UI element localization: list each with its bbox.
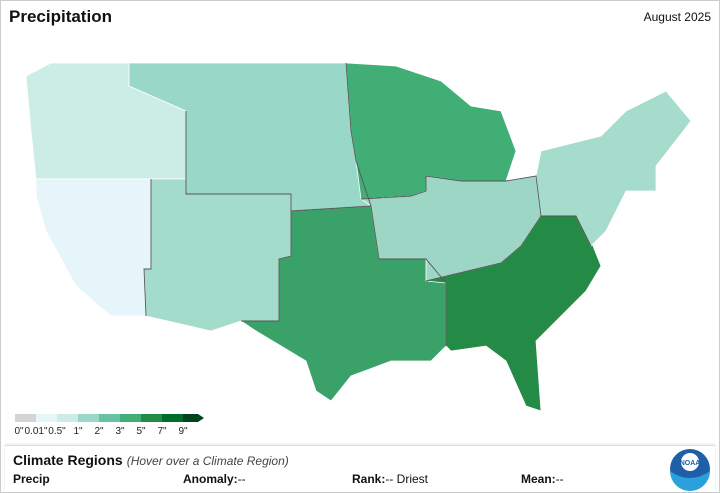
legend-label: 9"	[178, 426, 188, 437]
panel-title-text: Climate Regions	[13, 452, 123, 468]
svg-text:NOAA: NOAA	[680, 460, 701, 467]
legend-label: 3"	[115, 426, 125, 437]
region-border	[143, 179, 152, 317]
legend: 0" 0.01" 0.5" 1" 2" 3" 5" 7" 9"	[14, 414, 204, 437]
legend-swatch	[120, 414, 141, 422]
legend-swatch	[141, 414, 162, 422]
legend-swatch	[99, 414, 120, 422]
legend-label: 0.5"	[48, 426, 66, 437]
rank-label: Rank:	[352, 472, 386, 486]
legend-label: 0.01"	[24, 426, 47, 437]
legend-swatch	[78, 414, 99, 422]
legend-label: 5"	[136, 426, 146, 437]
legend-arrow	[183, 414, 204, 422]
legend-swatch	[36, 414, 57, 422]
legend-label: 1"	[73, 426, 83, 437]
climate-region-panel: Climate Regions (Hover over a Climate Reg…	[5, 445, 715, 492]
region-border	[360, 175, 592, 247]
legend-label: 7"	[157, 426, 167, 437]
legend-label: 2"	[94, 426, 104, 437]
region-borders	[143, 62, 592, 346]
noaa-logo: NOAA	[670, 449, 710, 491]
anomaly-field: Anomaly:--	[183, 472, 246, 486]
region-southwest[interactable]	[143, 178, 292, 332]
region-border	[425, 215, 542, 282]
mean-value: --	[555, 472, 564, 486]
regions	[25, 62, 692, 412]
precip-field: Precip	[13, 472, 50, 486]
date: August 2025	[643, 10, 711, 24]
title: Precipitation	[9, 7, 112, 26]
anomaly-label: Anomaly:	[183, 472, 238, 486]
legend-label: 0"	[14, 426, 24, 437]
mean-label: Mean:	[521, 472, 556, 486]
precip-label: Precip	[13, 472, 50, 486]
region-border	[185, 111, 292, 322]
region-west[interactable]	[35, 178, 152, 317]
legend-swatch	[15, 414, 36, 422]
map: 0" 0.01" 0.5" 1" 2" 3" 5" 7" 9"	[14, 62, 692, 437]
panel-title: Climate Regions (Hover over a Climate Reg…	[13, 452, 289, 468]
region-border	[345, 62, 372, 207]
region-border	[290, 205, 447, 346]
anomaly-value: --	[237, 472, 246, 486]
legend-swatch	[162, 414, 183, 422]
rank-value: -- Driest	[385, 472, 429, 486]
panel-hint: (Hover over a Climate Region)	[126, 454, 289, 468]
mean-field: Mean:--	[521, 472, 564, 486]
rank-field: Rank:-- Driest	[352, 472, 428, 486]
legend-swatch	[57, 414, 78, 422]
